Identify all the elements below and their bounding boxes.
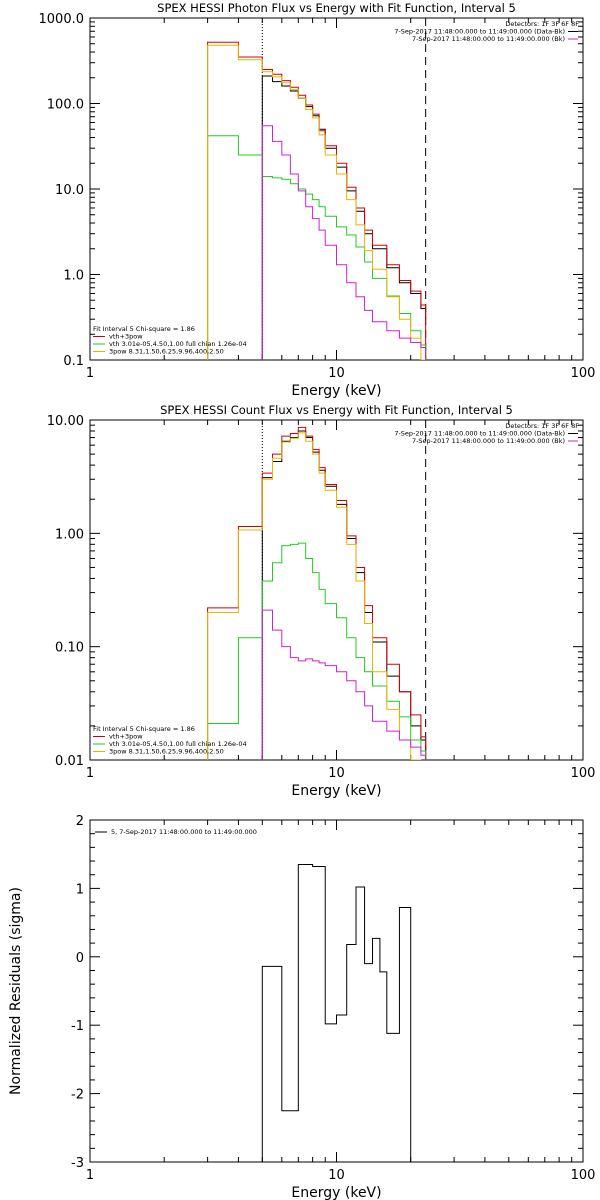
x-tick-label: 100	[571, 366, 596, 381]
legend-entry: 7-Sep-2017 11:48:00.000 to 11:49:00.000 …	[394, 28, 565, 36]
legend-entry: Fit Interval 5 Chi-square = 1.86	[93, 725, 195, 733]
series-group	[261, 863, 412, 1162]
chart-title: SPEX HESSI Count Flux vs Energy with Fit…	[160, 403, 513, 417]
legend-entry: vth 3.01e-05,4.50,1.00 full chian 1.26e-…	[109, 740, 247, 748]
x-tick-label: 1	[86, 766, 94, 781]
legend-entry: 7-Sep-2017 11:48:00.000 to 11:49:00.000 …	[412, 35, 565, 43]
y-tick-label: 1.0	[63, 269, 84, 284]
y-tick-label: 0.1	[63, 354, 84, 369]
y-tick-label: 10.00	[47, 414, 84, 429]
legend-entry: vth+3pow	[109, 333, 143, 341]
legend-entry: 3pow 8.31,1.50,6.25,9.96,400,2.50	[109, 348, 224, 356]
legend-entry: Fit Interval 5 Chi-square = 1.86	[93, 325, 195, 333]
x-tick-label: 1	[86, 366, 94, 381]
series-line-red	[207, 426, 427, 760]
y-tick-label: -1	[71, 1019, 84, 1034]
plot-frame	[89, 17, 584, 361]
chart-panel-1: SPEX HESSI Photon Flux vs Energy with Fi…	[39, 1, 596, 399]
series-line-magenta	[261, 609, 427, 760]
y-tick-label: 1.00	[55, 527, 84, 542]
x-tick-label: 10	[328, 1168, 345, 1183]
series-line-black	[261, 430, 427, 760]
legend-entry: 7-Sep-2017 11:48:00.000 to 11:49:00.000 …	[394, 430, 565, 438]
series-line-magenta	[261, 125, 427, 360]
legend-entry: 3pow 8.31,1.50,6.25,9.96,400,2.50	[109, 748, 224, 756]
legend-entry: 5, 7-Sep-2017 11:48:00.000 to 11:49:00.0…	[111, 828, 257, 836]
legend-entry: 7-Sep-2017 11:48:00.000 to 11:49:00.000 …	[412, 437, 565, 445]
y-tick-label: 1	[76, 882, 84, 897]
y-tick-label: 0.01	[55, 754, 84, 769]
x-tick-label: 1	[86, 1168, 94, 1183]
y-tick-label: 100.0	[47, 98, 84, 113]
series-line-green	[207, 135, 427, 360]
plot-frame	[89, 819, 584, 1163]
legend-entry: Detectors: 1F 3F 6F 8F	[505, 422, 579, 430]
series-line-yellow	[207, 44, 426, 360]
x-axis-title: Energy (keV)	[291, 1185, 381, 1200]
series-line-yellow	[207, 432, 427, 760]
series-line-black	[261, 863, 412, 1162]
series-group	[207, 41, 427, 360]
legend-entry: vth+3pow	[109, 733, 143, 741]
legend-entry: vth 3.01e-05,4.50,1.00 full chian 1.26e-…	[109, 340, 247, 348]
chart-title: SPEX HESSI Photon Flux vs Energy with Fi…	[157, 1, 516, 15]
y-tick-label: 0.10	[55, 641, 84, 656]
y-tick-label: -2	[71, 1088, 84, 1103]
x-axis-title: Energy (keV)	[291, 383, 381, 399]
y-tick-label: 1000.0	[39, 12, 85, 27]
series-line-red	[207, 41, 427, 360]
x-tick-label: 100	[571, 1168, 596, 1183]
series-line-green	[207, 542, 427, 760]
legend-entry: Detectors: 1F 3F 6F 8F	[505, 20, 579, 28]
plot-frame	[89, 419, 584, 761]
y-tick-label: 0	[76, 951, 84, 966]
y-axis-title: Normalized Residuals (sigma)	[8, 887, 24, 1095]
series-line-black	[261, 75, 427, 360]
y-tick-label: -3	[71, 1156, 84, 1171]
x-axis-title: Energy (keV)	[291, 783, 381, 799]
chart-panel-2: SPEX HESSI Count Flux vs Energy with Fit…	[47, 403, 596, 799]
y-tick-label: 2	[76, 814, 84, 829]
y-tick-label: 10.0	[55, 183, 84, 198]
x-tick-label: 100	[571, 766, 596, 781]
series-group	[207, 426, 427, 760]
x-tick-label: 10	[328, 366, 345, 381]
x-tick-label: 10	[328, 766, 345, 781]
